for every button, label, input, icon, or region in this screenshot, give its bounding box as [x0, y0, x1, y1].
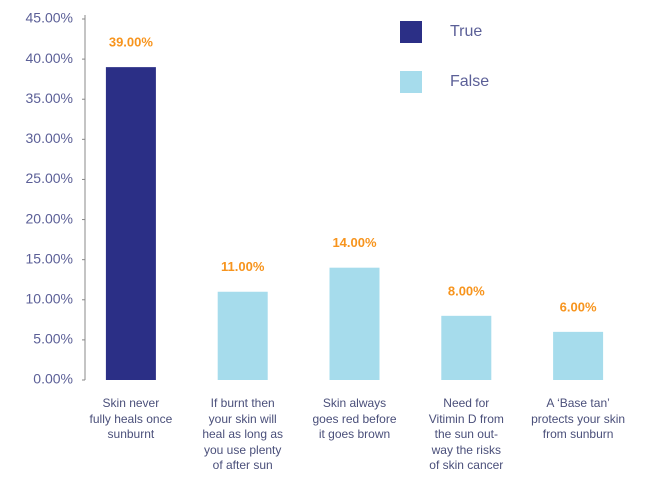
data-label: 6.00% [560, 299, 597, 314]
data-label: 39.00% [109, 35, 154, 50]
x-tick-label: If burnt then your skin will heal as lon… [202, 396, 284, 472]
data-label: 11.00% [221, 259, 265, 274]
bar [329, 267, 380, 380]
y-tick-label: 5.00% [33, 331, 73, 347]
y-tick-label: 35.00% [26, 90, 73, 106]
data-label: 14.00% [332, 235, 377, 250]
legend-swatch [400, 21, 422, 43]
bar [217, 291, 268, 380]
x-tick-label: Need for Vitimin D from the sun out- way… [428, 396, 504, 472]
x-tick-label: A ‘Base tan’ protects your skin from sun… [531, 396, 626, 441]
bar [441, 315, 492, 380]
x-tick-label: Skin never fully heals once sunburnt [89, 396, 173, 441]
y-tick-label: 45.00% [26, 10, 73, 26]
y-tick-label: 15.00% [26, 250, 73, 266]
y-tick-label: 20.00% [26, 210, 73, 226]
y-tick-label: 0.00% [33, 371, 73, 387]
legend-swatch [400, 71, 422, 93]
x-tick-label: Skin always goes red before it goes brow… [312, 396, 397, 441]
y-tick-label: 25.00% [26, 170, 73, 186]
y-tick-label: 10.00% [26, 290, 73, 306]
bar [553, 331, 604, 380]
y-tick-label: 30.00% [26, 130, 73, 146]
data-label: 8.00% [448, 283, 485, 298]
legend-label: True [450, 23, 482, 40]
y-tick-label: 40.00% [26, 50, 73, 66]
bar [105, 67, 156, 380]
legend-label: False [450, 73, 489, 90]
